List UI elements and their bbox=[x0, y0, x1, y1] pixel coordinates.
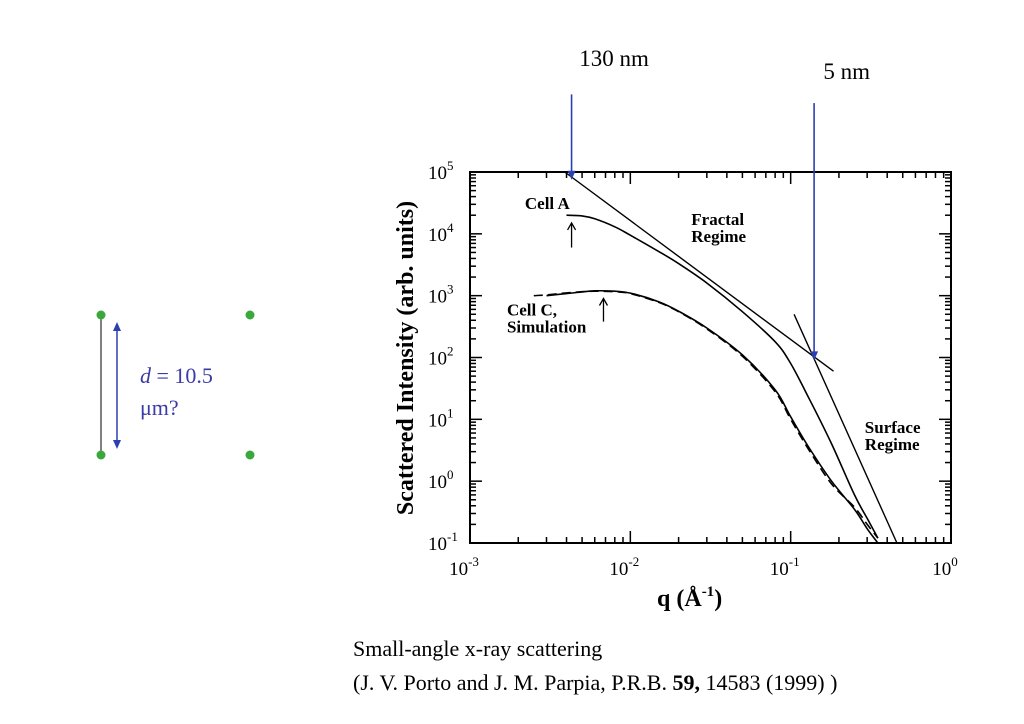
green-handle-icon bbox=[96, 450, 106, 460]
citation-volume: 59, bbox=[672, 670, 700, 695]
label-fractal: Regime bbox=[691, 227, 746, 246]
fractal-fit-line bbox=[564, 171, 834, 372]
x-tick-label: 10-3 bbox=[449, 554, 479, 580]
green-handle-icon bbox=[245, 310, 255, 320]
caption-line-1: Small-angle x-ray scattering bbox=[353, 636, 603, 661]
gap-distance-label: d = 10.5 bbox=[140, 363, 213, 388]
x-tick-label: 10-1 bbox=[770, 554, 800, 580]
caption-line-2: (J. V. Porto and J. M. Parpia, P.R.B. 59… bbox=[353, 670, 837, 696]
y-tick-label: 100 bbox=[428, 467, 454, 493]
gap-distance-unit: μm? bbox=[140, 395, 179, 420]
green-handle-icon bbox=[245, 450, 255, 460]
label-5nm: 5 nm bbox=[823, 59, 870, 84]
y-tick-label: 10-1 bbox=[428, 529, 458, 555]
y-tick-label: 104 bbox=[428, 220, 454, 246]
label-cell-a: Cell A bbox=[525, 194, 571, 213]
peak-arrow-head bbox=[567, 221, 577, 231]
x-axis-title: q (Å-1) bbox=[657, 584, 722, 612]
green-handle-icon bbox=[96, 310, 106, 320]
label-fractal: Fractal bbox=[691, 210, 744, 229]
peak-arrow-head bbox=[598, 297, 609, 306]
series-group bbox=[533, 214, 879, 544]
x-tick-label: 10-2 bbox=[609, 554, 639, 580]
series-line-cell-a bbox=[566, 214, 879, 539]
y-axis-title: Scattered Intensity (arb. units) bbox=[393, 201, 419, 515]
citation-pages: 14583 (1999) ) bbox=[699, 670, 838, 695]
plot-area: 10-3 10-2 10-1 100 105 104 103 102 101 100 10-1 C… bbox=[428, 46, 958, 580]
label-surface: Regime bbox=[865, 435, 920, 454]
x-tick-label: 100 bbox=[932, 554, 958, 580]
label-cell-c: Cell C, bbox=[507, 300, 557, 319]
y-tick-label: 101 bbox=[428, 405, 454, 431]
label-surface: Surface bbox=[865, 418, 921, 437]
x-tick-labels: 10-3 10-2 10-1 100 bbox=[449, 554, 958, 580]
gap-diagram: d = 10.5 μm? bbox=[96, 310, 255, 460]
arrow-head-130nm-icon bbox=[567, 170, 576, 180]
series-line-simulation bbox=[533, 290, 879, 539]
y-tick-label: 103 bbox=[428, 282, 454, 308]
series-line-cell-c bbox=[546, 289, 879, 544]
axis-ticks bbox=[469, 172, 951, 544]
y-tick-label: 105 bbox=[428, 158, 454, 184]
citation-authors: (J. V. Porto and J. M. Parpia, P.R.B. bbox=[353, 670, 673, 695]
label-cell-c: Simulation bbox=[507, 317, 587, 336]
annotation-arrows bbox=[567, 94, 819, 361]
label-130nm: 130 nm bbox=[579, 46, 649, 71]
y-tick-labels: 105 104 103 102 101 100 10-1 bbox=[428, 158, 458, 555]
arrow-down-icon bbox=[113, 440, 121, 449]
arrow-head-5nm-icon bbox=[810, 351, 819, 361]
arrow-up-icon bbox=[113, 322, 121, 331]
y-tick-label: 102 bbox=[428, 344, 454, 370]
